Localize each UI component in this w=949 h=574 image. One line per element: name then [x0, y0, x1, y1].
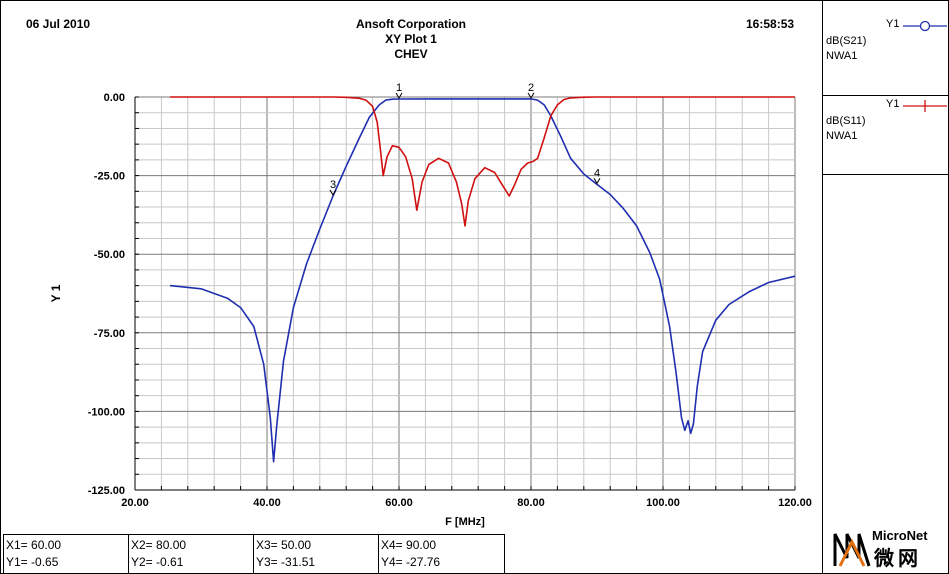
time-label: 16:58:53	[746, 17, 795, 31]
x-tick-label: 40.00	[253, 497, 281, 509]
legend-bottom-separator	[823, 174, 949, 175]
series-line-dbs21	[169, 98, 796, 463]
logo-cn-text: 微网	[874, 548, 922, 570]
legend-trace-name: dB(S11)	[826, 115, 866, 127]
marker-arrow	[329, 189, 337, 197]
series-line-dbs11	[170, 96, 795, 227]
y-tick-label: -125.00	[88, 485, 125, 497]
plot-title: XY Plot 1	[385, 32, 437, 46]
legend-axis-label: Y1	[886, 98, 900, 110]
marker-y-value: Y4= -27.76	[381, 555, 441, 569]
y-tick-label: -75.00	[94, 328, 125, 340]
marker-x-value: X3= 50.00	[256, 538, 312, 552]
marker-y-value: Y1= -0.65	[6, 555, 59, 569]
micronet-logo-icon	[833, 533, 871, 567]
grid-lines	[134, 96, 796, 491]
marker-y-value: Y3= -31.51	[256, 555, 316, 569]
marker-cell-1: X1= 60.00 Y1= -0.65	[4, 535, 129, 573]
x-tick-label: 60.00	[385, 497, 413, 509]
legend-separator	[823, 95, 949, 96]
marker-label: 4	[594, 167, 600, 179]
x-axis-label: F [MHz]	[445, 516, 485, 528]
legend-cross-marker-icon	[903, 100, 947, 112]
legend-trace-name: dB(S21)	[826, 35, 867, 47]
plot-titles: Ansoft Corporation XY Plot 1 CHEV	[300, 17, 522, 62]
x-tick-label: 20.00	[121, 497, 149, 509]
marker-table: X1= 60.00 Y1= -0.65 X2= 80.00 Y2= -0.61 …	[3, 534, 505, 574]
legend-trace-source: NWA1	[826, 50, 858, 62]
marker-arrow	[593, 178, 601, 185]
company-title: Ansoft Corporation	[356, 17, 466, 31]
y-axis-label: Y 1	[49, 284, 63, 302]
legend-trace-source: NWA1	[826, 130, 858, 142]
legend-axis-label: Y1	[886, 18, 900, 30]
marker-cell-3: X3= 50.00 Y3= -31.51	[254, 535, 379, 573]
marker-label: 2	[528, 82, 534, 94]
y-tick-label: 0.00	[104, 92, 125, 104]
marker-x-value: X4= 90.00	[381, 538, 437, 552]
marker-arrow	[527, 92, 535, 99]
marker-arrow	[395, 92, 403, 100]
y-tick-label: -25.00	[94, 171, 125, 183]
plot-subtitle: CHEV	[394, 47, 428, 61]
marker-x-value: X1= 60.00	[6, 538, 62, 552]
marker-y-value: Y2= -0.61	[131, 555, 184, 569]
marker-cell-2: X2= 80.00 Y2= -0.61	[129, 535, 254, 573]
marker-cell-4: X4= 90.00 Y4= -27.76	[379, 535, 503, 573]
x-tick-label: 80.00	[517, 497, 545, 509]
x-tick-label: 120.00	[778, 497, 812, 509]
xy-plot[interactable]: 20.00 40.00 60.00 80.00 100.00 120.00 0.00 -25.…	[0, 0, 822, 574]
marker-label: 3	[330, 179, 336, 191]
date-label: 06 Jul 2010	[26, 17, 91, 31]
micronet-logo: MicroNet 微网	[830, 526, 948, 572]
y-tick-label: -50.00	[94, 249, 125, 261]
x-tick-label: 100.00	[646, 497, 680, 509]
marker-x-value: X2= 80.00	[131, 538, 187, 552]
logo-brand-text: MicroNet	[872, 528, 928, 543]
legend-circle-marker-icon	[903, 20, 947, 32]
legend-divider	[822, 0, 823, 574]
y-tick-label: -100.00	[88, 406, 125, 418]
marker-label: 1	[396, 82, 402, 94]
